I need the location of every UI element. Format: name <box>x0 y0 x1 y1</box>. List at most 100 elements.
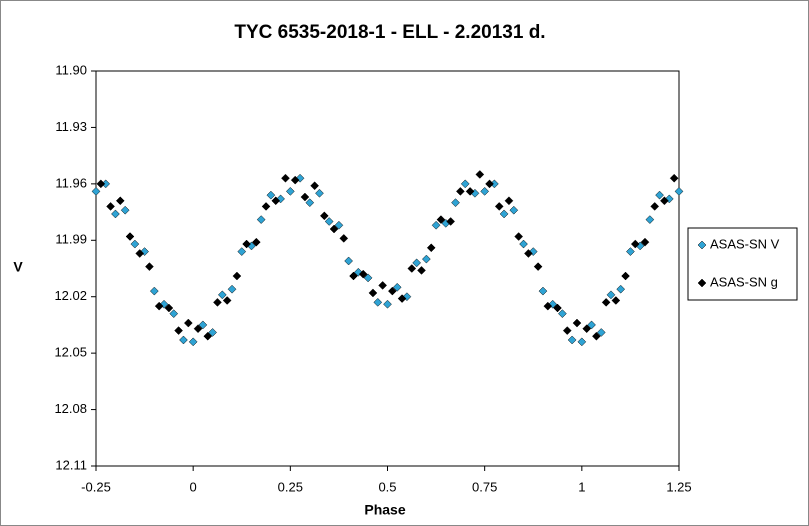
data-point <box>164 303 174 313</box>
data-point <box>587 320 596 330</box>
data-point <box>329 224 339 234</box>
data-point <box>626 247 635 256</box>
x-tick-label: 0.5 <box>378 479 396 494</box>
data-point <box>621 271 630 281</box>
data-point <box>96 179 106 189</box>
data-point <box>596 328 606 337</box>
data-point <box>251 237 261 247</box>
data-point <box>543 301 553 311</box>
data-point <box>538 286 548 296</box>
data-point <box>135 249 145 258</box>
y-tick-label: 12.05 <box>54 345 87 360</box>
legend-label: ASAS-SN V <box>710 236 780 251</box>
data-point <box>582 324 592 334</box>
data-point <box>188 337 198 347</box>
x-tick-label: 1 <box>578 479 585 494</box>
x-tick-label: -0.25 <box>81 479 111 494</box>
chart-title: TYC 6535-2018-1 - ELL - 2.20131 d. <box>234 22 545 43</box>
data-point <box>149 286 159 296</box>
data-point <box>412 258 422 268</box>
data-point <box>222 296 232 305</box>
data-point <box>271 196 281 206</box>
data-point <box>217 290 227 300</box>
x-tick-label: 1.25 <box>666 479 691 494</box>
data-point <box>227 284 237 294</box>
data-point <box>650 202 660 211</box>
data-point <box>358 269 368 279</box>
data-point <box>368 288 378 298</box>
data-point <box>475 170 485 179</box>
data-point <box>451 198 460 208</box>
data-point <box>553 303 562 313</box>
data-point <box>232 271 242 281</box>
data-point <box>524 249 533 258</box>
data-point <box>237 247 247 256</box>
data-point <box>397 294 407 303</box>
data-point <box>660 196 669 206</box>
data-point <box>509 205 519 215</box>
data-point <box>145 262 154 271</box>
data-point <box>383 299 392 309</box>
data-point <box>630 239 640 249</box>
data-point <box>242 239 251 249</box>
data-point <box>456 187 465 196</box>
data-point <box>592 331 601 341</box>
x-tick-label: 0.25 <box>278 479 303 494</box>
data-point <box>601 298 611 307</box>
data-point <box>256 215 266 224</box>
data-point <box>266 190 276 200</box>
data-point <box>310 181 319 191</box>
x-tick-label: 0 <box>190 479 197 494</box>
y-tick-label: 12.08 <box>54 401 87 416</box>
data-point <box>655 190 664 200</box>
data-point <box>213 298 222 307</box>
data-point <box>334 220 344 230</box>
plot-area <box>95 70 680 467</box>
legend-marker <box>697 278 707 288</box>
data-point <box>460 179 470 189</box>
legend-marker <box>697 240 707 250</box>
y-tick-label: 11.96 <box>55 175 87 190</box>
data-point <box>208 328 217 337</box>
data-point <box>446 217 456 226</box>
data-point <box>324 217 334 226</box>
data-point <box>183 318 193 328</box>
y-tick-label: 11.90 <box>55 62 87 77</box>
y-axis-title: V <box>13 259 23 275</box>
y-tick-label: 12.02 <box>54 288 87 303</box>
data-point <box>674 187 684 196</box>
data-point <box>504 196 514 206</box>
data-point <box>130 239 140 249</box>
legend-label: ASAS-SN g <box>710 274 778 289</box>
data-point <box>558 309 567 318</box>
data-point <box>349 271 358 281</box>
data-point <box>572 318 582 328</box>
data-point <box>91 187 101 196</box>
y-tick-label: 12.11 <box>55 457 87 472</box>
data-point <box>285 187 295 196</box>
data-point <box>562 326 572 335</box>
data-point <box>417 266 426 275</box>
data-point <box>319 211 329 221</box>
data-point <box>115 196 125 206</box>
data-point <box>305 198 315 208</box>
data-point <box>645 215 655 224</box>
data-point <box>426 243 436 253</box>
data-point <box>198 320 208 330</box>
data-point <box>669 173 679 183</box>
x-tick-label: 0.75 <box>472 479 497 494</box>
data-point <box>300 192 310 202</box>
legend-box <box>687 227 798 301</box>
data-point <box>611 296 621 305</box>
data-point <box>169 309 179 318</box>
data-point <box>315 188 324 198</box>
data-point <box>431 220 441 230</box>
y-tick-label: 11.93 <box>55 119 87 134</box>
data-point <box>436 215 446 224</box>
data-point <box>514 232 524 241</box>
data-point <box>154 301 164 311</box>
data-point <box>261 202 271 211</box>
data-point <box>363 273 373 283</box>
